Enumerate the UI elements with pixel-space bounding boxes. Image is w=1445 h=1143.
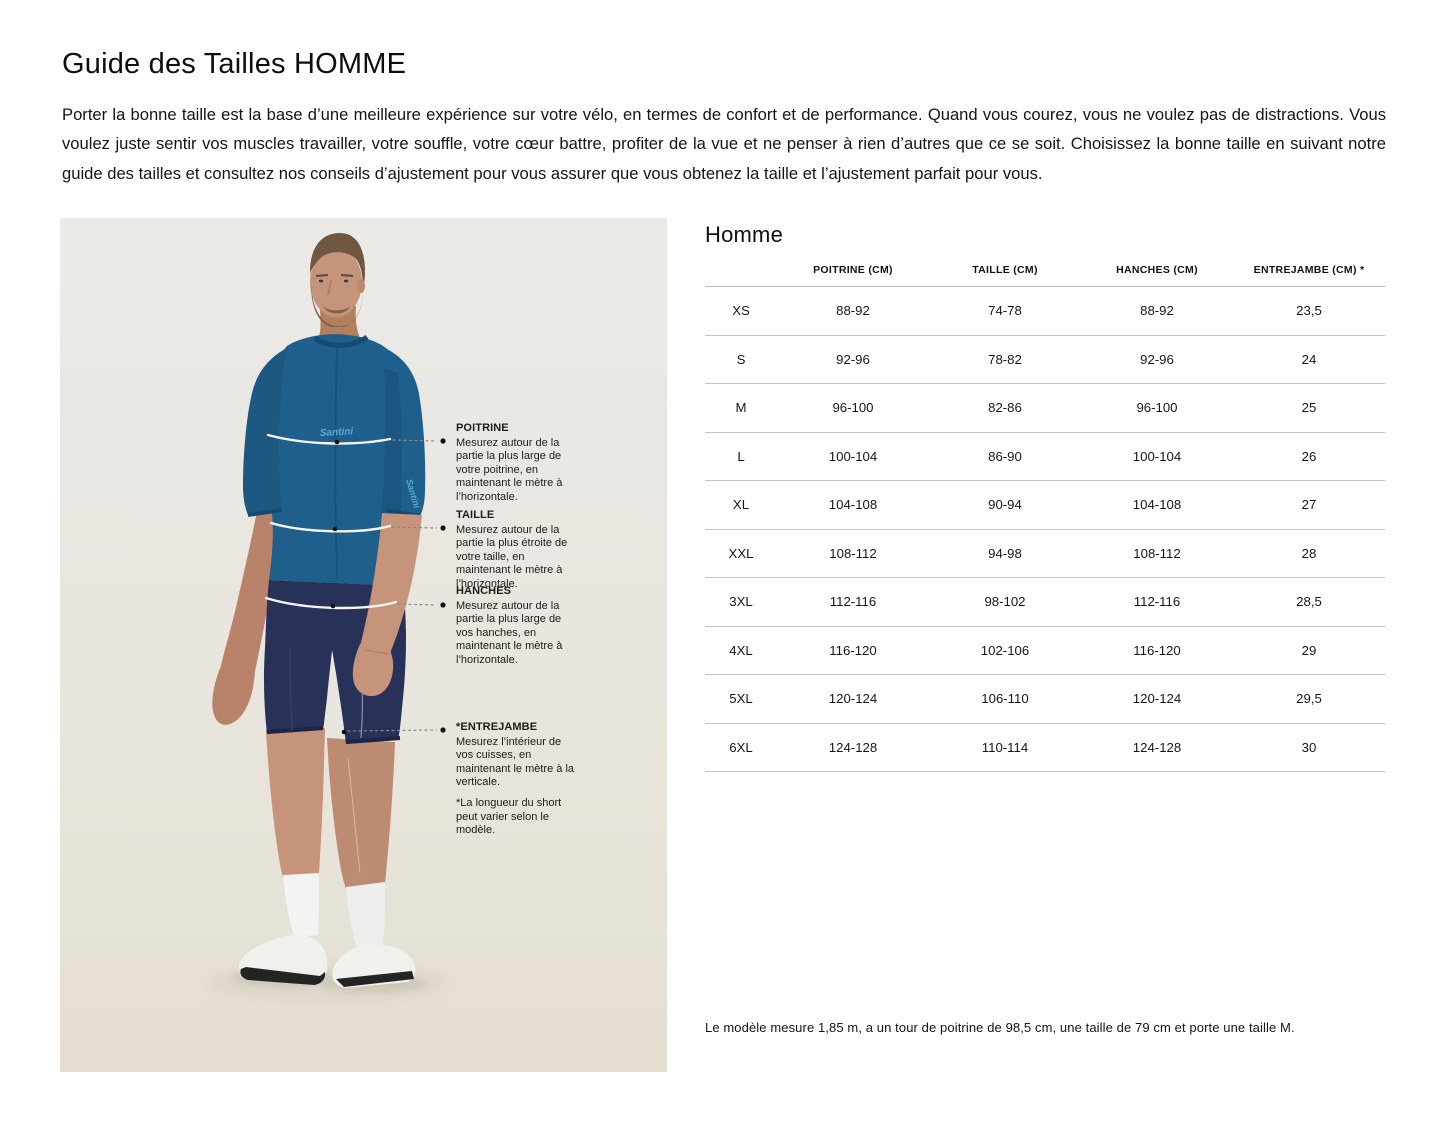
size-cell: XS bbox=[732, 303, 750, 319]
value-cell: 74-78 bbox=[988, 303, 1022, 319]
table-row: XXL 108-112 94-98 108-112 28 bbox=[705, 530, 1385, 578]
header-poitrine: POITRINE (CM) bbox=[813, 264, 893, 276]
size-table: POITRINE (CM) TAILLE (CM) HANCHES (CM) E… bbox=[705, 254, 1385, 772]
waist-bullet bbox=[440, 525, 446, 531]
annotation-waist: TAILLE Mesurez autour de la partie la pl… bbox=[456, 509, 574, 592]
size-cell: S bbox=[736, 351, 746, 367]
value-cell: 28,5 bbox=[1296, 594, 1322, 610]
header-hanches: HANCHES (CM) bbox=[1116, 264, 1198, 276]
value-cell: 88-92 bbox=[1140, 303, 1174, 319]
value-cell: 27 bbox=[1301, 497, 1317, 513]
value-cell: 28 bbox=[1301, 545, 1317, 561]
value-cell: 98-102 bbox=[984, 594, 1026, 610]
model-measurements-note: Le modèle mesure 1,85 m, a un tour de po… bbox=[705, 1020, 1295, 1035]
size-cell: 3XL bbox=[729, 594, 753, 610]
value-cell: 124-128 bbox=[1132, 739, 1182, 755]
value-cell: 112-116 bbox=[1133, 594, 1181, 610]
table-row: XL 104-108 90-94 104-108 27 bbox=[705, 481, 1385, 530]
header-entrejambe: ENTREJAMBE (CM) * bbox=[1253, 264, 1365, 276]
table-row: XS 88-92 74-78 88-92 23,5 bbox=[705, 287, 1385, 336]
value-cell: 120-124 bbox=[828, 691, 878, 707]
table-title: Homme bbox=[705, 222, 784, 247]
model-illustration: Santini Santini bbox=[60, 218, 667, 1072]
value-cell: 112-116 bbox=[829, 594, 877, 610]
value-cell: 116-120 bbox=[829, 642, 877, 658]
size-cell: XXL bbox=[728, 545, 754, 561]
value-cell: 88-92 bbox=[836, 303, 870, 319]
value-cell: 120-124 bbox=[1132, 691, 1182, 707]
value-cell: 106-110 bbox=[981, 691, 1029, 707]
value-cell: 25 bbox=[1301, 400, 1317, 416]
value-cell: 96-100 bbox=[832, 400, 874, 416]
table-row: L 100-104 86-90 100-104 26 bbox=[705, 433, 1385, 481]
table-row: 5XL 120-124 106-110 120-124 29,5 bbox=[705, 675, 1385, 724]
value-cell: 23,5 bbox=[1296, 303, 1322, 319]
annotation-waist-label: TAILLE bbox=[456, 509, 495, 521]
table-row: S 92-96 78-82 92-96 24 bbox=[705, 336, 1385, 384]
value-cell: 124-128 bbox=[828, 739, 878, 755]
value-cell: 90-94 bbox=[988, 497, 1022, 513]
annotation-chest-text: Mesurez autour de la partie la plus larg… bbox=[456, 436, 563, 503]
value-cell: 86-90 bbox=[988, 448, 1022, 464]
annotation-chest: POITRINE Mesurez autour de la partie la … bbox=[456, 422, 574, 505]
value-cell: 102-106 bbox=[980, 642, 1030, 658]
value-cell: 29 bbox=[1301, 642, 1317, 658]
annotation-chest-label: POITRINE bbox=[456, 422, 509, 434]
size-cell: 6XL bbox=[729, 739, 753, 755]
intro-paragraph: Porter la bonne taille est la base d’une… bbox=[62, 105, 1386, 183]
value-cell: 24 bbox=[1301, 351, 1317, 367]
annotation-hips: HANCHES Mesurez autour de la partie la p… bbox=[456, 585, 574, 668]
value-cell: 110-114 bbox=[981, 739, 1029, 755]
waist-measure-line bbox=[269, 521, 392, 533]
value-cell: 29,5 bbox=[1296, 691, 1322, 707]
annotation-inseam-label: *ENTREJAMBE bbox=[456, 721, 538, 733]
measurement-lines bbox=[264, 433, 446, 735]
annotation-hips-text: Mesurez autour de la partie la plus larg… bbox=[456, 599, 563, 666]
page-title: Guide des Tailles HOMME bbox=[62, 48, 407, 80]
jersey-chest-logo: Santini bbox=[320, 426, 354, 439]
model-photo: Santini Santini bbox=[212, 232, 426, 988]
table-row: 6XL 124-128 110-114 124-128 30 bbox=[705, 724, 1385, 772]
value-cell: 82-86 bbox=[988, 400, 1022, 416]
size-cell: M bbox=[735, 400, 747, 416]
annotation-inseam: *ENTREJAMBE Mesurez l’intérieur de vos c… bbox=[456, 721, 574, 790]
value-cell: 108-112 bbox=[829, 545, 877, 561]
size-cell: XL bbox=[732, 497, 750, 513]
value-cell: 92-96 bbox=[1140, 351, 1174, 367]
header-taille: TAILLE (CM) bbox=[972, 264, 1038, 276]
annotation-inseam-text: Mesurez l’intérieur de vos cuisses, en m… bbox=[456, 735, 575, 789]
size-cell: L bbox=[737, 448, 745, 464]
inseam-bullet bbox=[440, 727, 446, 733]
size-table-rows: XS 88-92 74-78 88-92 23,5 S 92-96 78-82 92-96 24 M… bbox=[705, 287, 1385, 772]
table-row: M 96-100 82-86 96-100 25 bbox=[705, 384, 1385, 433]
table-row: 3XL 112-116 98-102 112-116 28,5 bbox=[705, 578, 1385, 627]
value-cell: 100-104 bbox=[828, 448, 878, 464]
size-guide-photo: Santini Santini bbox=[60, 218, 667, 1072]
hips-bullet bbox=[440, 602, 446, 608]
size-cell: 4XL bbox=[729, 642, 753, 658]
table-header-row: POITRINE (CM) TAILLE (CM) HANCHES (CM) E… bbox=[705, 254, 1385, 287]
chest-bullet bbox=[440, 438, 446, 444]
value-cell: 96-100 bbox=[1136, 400, 1178, 416]
value-cell: 26 bbox=[1301, 448, 1317, 464]
shorts-length-footnote: *La longueur du short peut varier selon … bbox=[456, 797, 562, 837]
value-cell: 92-96 bbox=[836, 351, 870, 367]
value-cell: 100-104 bbox=[1132, 448, 1182, 464]
value-cell: 116-120 bbox=[1133, 642, 1181, 658]
table-row: 4XL 116-120 102-106 116-120 29 bbox=[705, 627, 1385, 675]
value-cell: 30 bbox=[1301, 739, 1317, 755]
value-cell: 78-82 bbox=[988, 351, 1022, 367]
value-cell: 94-98 bbox=[988, 545, 1022, 561]
size-table-section: Homme POITRINE (CM) TAILLE (CM) HANCHES … bbox=[705, 218, 1385, 1072]
annotation-hips-label: HANCHES bbox=[456, 585, 512, 597]
annotation-waist-text: Mesurez autour de la partie la plus étro… bbox=[456, 523, 568, 590]
value-cell: 108-112 bbox=[1133, 545, 1181, 561]
chest-measure-line bbox=[266, 433, 392, 445]
value-cell: 104-108 bbox=[1132, 497, 1182, 513]
size-cell: 5XL bbox=[729, 691, 753, 707]
value-cell: 104-108 bbox=[828, 497, 878, 513]
